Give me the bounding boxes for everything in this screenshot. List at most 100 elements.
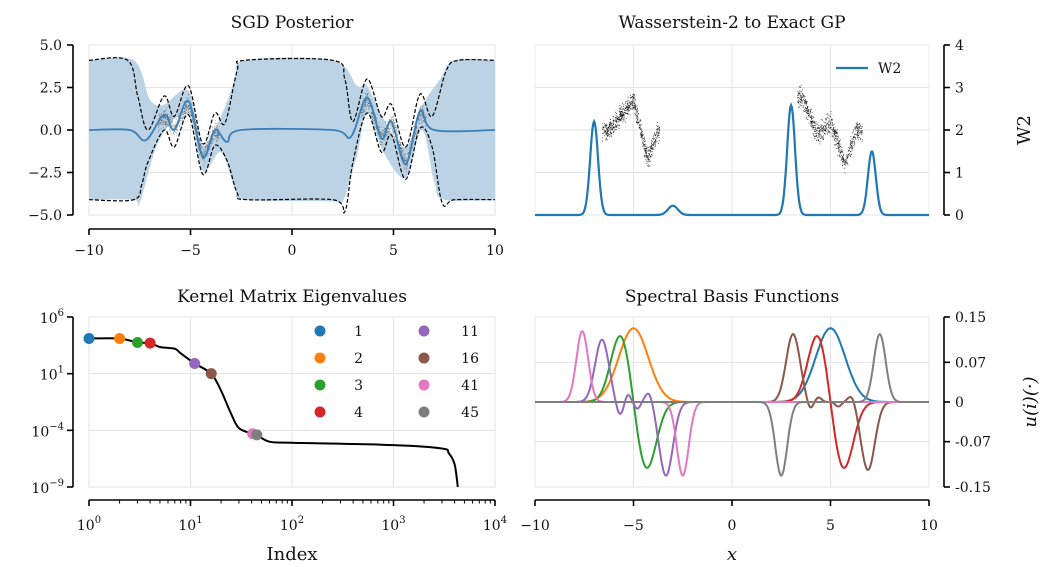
sample-point [163,115,165,117]
scatter-point [619,114,621,115]
scatter-point [839,143,841,145]
sample-point [402,155,403,157]
scatter-point [623,114,625,116]
sample-point [182,113,183,115]
sample-point [178,115,180,117]
scatter-point [838,155,840,156]
scatter-point [630,104,632,106]
sample-point [368,105,370,107]
scatter-point [846,154,847,156]
scatter-point [634,113,636,115]
scatter-point [622,115,623,117]
sample-point [215,127,217,129]
scatter-point [622,107,624,109]
scatter-point [641,130,643,132]
scatter-point [810,122,812,124]
scatter-point [811,116,812,118]
sample-point [183,112,185,114]
scatter-point [638,120,640,122]
sample-point [425,114,426,115]
sample-point [164,122,166,124]
scatter-point [811,124,813,126]
scatter-point [813,125,814,127]
sample-point [391,125,392,127]
sample-point [402,147,404,149]
sample-point [411,135,413,137]
scatter-point [623,117,625,119]
sample-point [387,136,389,137]
sample-point [198,148,200,150]
w2-line [535,102,929,217]
scatter-point [621,103,623,105]
sample-point [368,107,370,108]
scatter-point [606,139,608,141]
scatter-point [608,135,610,136]
scatter-point [830,127,831,129]
scatter-point [806,118,808,120]
sample-point [385,139,387,141]
scatter-point [642,144,644,146]
scatter-point [832,130,834,131]
scatter-point [858,127,860,129]
y-tick-label: 0.0 [40,123,62,139]
sample-point [406,153,408,155]
scatter-point [814,133,816,134]
scatter-point [809,110,811,112]
sample-point [203,153,205,155]
scatter-point [620,107,622,109]
sample-point [215,132,217,134]
sample-point [403,153,405,155]
scatter-point [640,133,641,135]
sample-point [423,121,425,122]
sample-point [217,137,219,138]
sample-point [371,116,373,118]
sample-point [216,141,217,143]
scatter-point [835,130,837,132]
scatter-point [858,123,860,125]
sample-point [383,130,384,131]
sample-point [158,125,160,127]
sample-point [209,139,210,141]
tick-exponent: 6 [58,308,64,319]
sample-point [401,149,403,151]
scatter-point [621,113,623,115]
sample-point [203,158,205,160]
sample-point [162,120,163,121]
scatter-point [635,99,636,101]
sample-point [189,108,191,110]
basis-function-45 [535,333,929,477]
scatter-point [811,121,813,122]
scatter-point [602,132,604,134]
scatter-point [645,148,647,149]
legend-label: 2 [354,351,363,367]
scatter-point [806,110,808,111]
scatter-point [635,108,636,110]
scatter-point [839,154,841,155]
y-tick-label: −5.0 [28,208,62,224]
scatter-point [818,128,820,129]
scatter-point [837,129,839,131]
scatter-point [611,123,612,125]
sample-point [182,116,184,118]
scatter-point [813,127,814,129]
scatter-point [621,106,623,108]
scatter-point [633,99,634,101]
scatter-point [607,135,608,137]
sample-point [204,161,206,163]
scatter-point [825,128,826,130]
scatter-point [812,128,814,130]
scatter-point [644,144,645,146]
scatter-point [632,97,634,99]
scatter-point [801,99,803,101]
scatter-point [619,107,621,109]
scatter-point [651,144,653,145]
scatter-point [861,131,863,133]
scatter-point [648,159,650,161]
sample-point [391,119,392,120]
sample-point [201,147,203,149]
scatter-point [632,97,634,99]
sample-point [381,136,382,137]
scatter-point [843,161,845,163]
scatter-point [639,124,641,125]
scatter-point [801,89,803,91]
